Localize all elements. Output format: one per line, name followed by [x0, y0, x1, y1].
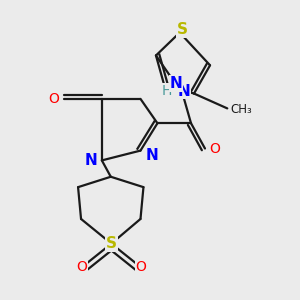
Text: S: S — [177, 22, 188, 37]
Text: N: N — [146, 148, 158, 163]
Text: O: O — [76, 260, 87, 274]
Text: N: N — [178, 84, 190, 99]
Text: CH₃: CH₃ — [230, 103, 252, 116]
Text: O: O — [48, 92, 59, 106]
Text: O: O — [136, 260, 146, 274]
Text: N: N — [170, 76, 182, 91]
Text: O: O — [209, 142, 220, 155]
Text: H: H — [161, 84, 172, 98]
Text: S: S — [106, 236, 117, 251]
Text: N: N — [85, 153, 98, 168]
